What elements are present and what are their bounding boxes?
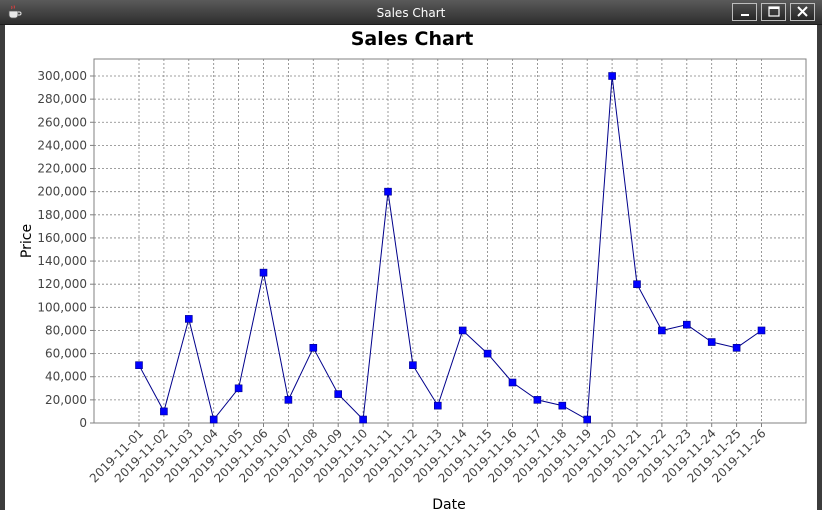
data-point-marker xyxy=(707,338,716,346)
data-point-marker xyxy=(409,361,417,369)
title-bar[interactable]: Sales Chart xyxy=(0,0,822,25)
y-tick-label: 140,000 xyxy=(37,254,87,268)
y-tick-label: 220,000 xyxy=(37,162,87,176)
data-point-marker xyxy=(160,407,168,416)
data-point-marker xyxy=(757,326,766,335)
coffee-cup-icon xyxy=(8,5,22,19)
data-point-marker xyxy=(583,415,592,424)
maximize-button[interactable] xyxy=(761,3,786,21)
data-point-marker xyxy=(682,320,691,329)
data-point-marker xyxy=(284,396,293,404)
y-tick-label: 280,000 xyxy=(37,92,87,106)
data-point-marker xyxy=(259,268,268,277)
data-point-marker xyxy=(533,396,542,404)
minimize-icon xyxy=(741,14,749,16)
y-axis: 0 20,000 40,000 60,000 80,000 100,000 120,000 1… xyxy=(37,69,94,430)
data-point-marker xyxy=(334,390,343,398)
data-point-marker xyxy=(658,326,666,335)
data-point-marker xyxy=(234,384,243,393)
data-point-marker xyxy=(732,344,741,352)
y-tick-label: 300,000 xyxy=(37,69,87,83)
data-point-marker xyxy=(558,401,567,410)
y-tick-label: 0 xyxy=(79,416,87,430)
minimize-button[interactable] xyxy=(732,3,757,21)
y-axis-label: Price xyxy=(19,224,35,258)
x-axis: 2019-11-012019-11-022019-11-032019-11-04… xyxy=(87,423,769,485)
chart-panel: Sales Chart 0 20,000 40,000 60,000 80,000 100… xyxy=(5,25,817,510)
data-point-marker xyxy=(359,415,367,424)
data-point-marker xyxy=(209,415,218,424)
data-point-marker xyxy=(135,361,143,369)
close-icon xyxy=(797,6,808,17)
y-tick-label: 260,000 xyxy=(37,115,87,129)
data-point-marker xyxy=(483,349,492,358)
sales-line-chart: Sales Chart 0 20,000 40,000 60,000 80,000 100… xyxy=(19,28,807,510)
data-point-marker xyxy=(185,315,193,323)
y-tick-label: 160,000 xyxy=(37,231,87,245)
data-point-marker xyxy=(508,378,517,387)
maximize-icon xyxy=(768,6,780,17)
data-point-marker xyxy=(384,187,392,196)
grid-lines xyxy=(94,59,806,424)
y-tick-label: 180,000 xyxy=(37,208,87,222)
data-point-marker xyxy=(633,280,641,288)
y-tick-label: 200,000 xyxy=(37,185,87,199)
chart-title: Sales Chart xyxy=(351,28,474,50)
data-point-marker xyxy=(608,72,616,80)
window-title: Sales Chart xyxy=(376,6,446,20)
close-button[interactable] xyxy=(790,3,815,21)
series-line xyxy=(138,75,762,421)
y-tick-label: 240,000 xyxy=(37,138,87,152)
y-tick-label: 40,000 xyxy=(45,370,87,384)
y-tick-label: 80,000 xyxy=(45,323,87,337)
data-point-marker xyxy=(309,344,318,352)
y-tick-label: 60,000 xyxy=(45,347,87,361)
series-sales xyxy=(135,72,766,424)
x-axis-label: Date xyxy=(432,497,465,510)
data-point-marker xyxy=(433,401,442,410)
data-point-marker xyxy=(458,326,467,335)
y-tick-label: 20,000 xyxy=(45,393,87,407)
y-tick-label: 120,000 xyxy=(37,277,87,291)
y-tick-label: 100,000 xyxy=(37,300,87,314)
